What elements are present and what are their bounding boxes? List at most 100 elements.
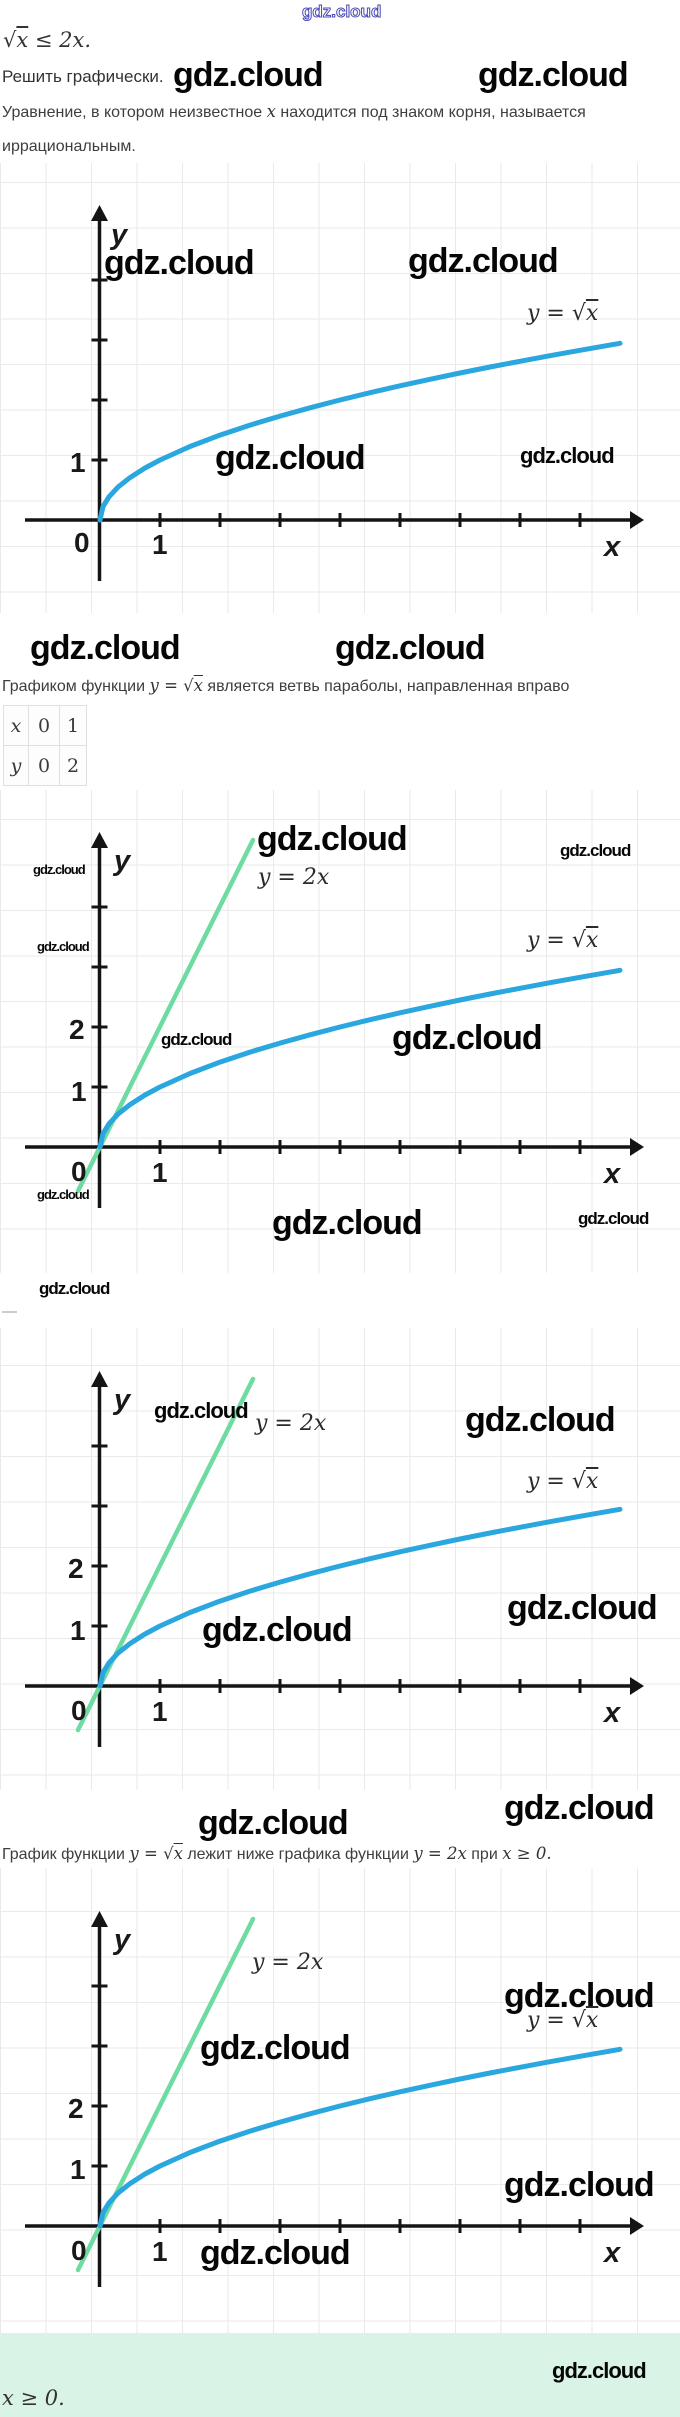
list-dash: — (2, 1303, 17, 1320)
label-arg: x (585, 301, 599, 326)
graph2-sqrt-curve-label: y = √x (527, 930, 598, 952)
graph4-xtick-1: 1 (152, 2236, 168, 2267)
math1-arg: x (173, 1844, 183, 1863)
table-row: y 0 2 (3, 745, 87, 786)
table-row: x 0 1 (3, 705, 87, 746)
formula-rest: ≤ 2x. (28, 28, 92, 52)
site-logo-watermark: gdz.cloud (301, 2, 382, 21)
graph3-xtick-1: 1 (152, 1696, 168, 1727)
watermark: gdz.cloud (552, 2358, 647, 2383)
label-pre: y = (527, 301, 572, 326)
definition-pre: Уравнение, в котором неизвестное (2, 104, 267, 121)
watermark: gdz.cloud (154, 1398, 249, 1423)
table-cell: 0 (28, 745, 60, 786)
watermark: gdz.cloud (392, 1019, 543, 1057)
graph2-x-axis-label: x (604, 1158, 621, 1190)
watermark: gdz.cloud (504, 1977, 655, 2015)
label-pre: y = (527, 1469, 572, 1494)
watermark: gdz.cloud (198, 1804, 349, 1842)
radical-sign: √ (571, 2008, 586, 2033)
graph1-x-axis-label: x (604, 531, 621, 563)
watermark: gdz.cloud (33, 862, 86, 877)
radical-sign: √ (571, 301, 586, 326)
graph3-origin-label: 0 (71, 1695, 87, 1726)
watermark: gdz.cloud (478, 56, 629, 94)
watermark: gdz.cloud (272, 1204, 423, 1242)
footer-strip (0, 2333, 680, 2417)
graph2 (23, 830, 646, 1210)
watermark: gdz.cloud (507, 1589, 658, 1627)
label-pre: y = (527, 928, 572, 953)
graph2-ytick-1: 1 (71, 1076, 87, 1107)
label-pre: y = (527, 2008, 572, 2033)
graph1 (23, 203, 646, 583)
watermark: gdz.cloud (504, 2166, 655, 2204)
inequality-formula: √x ≤ 2x. (3, 30, 91, 51)
math-pre: y = (149, 676, 184, 695)
text-pre: Графиком функции (2, 678, 150, 695)
table-cell: 1 (59, 705, 87, 746)
radical-sign: √ (571, 928, 586, 953)
definition-text-line1: Уравнение, в котором неизвестное x наход… (2, 102, 586, 123)
watermark: gdz.cloud (37, 939, 90, 954)
watermark: gdz.cloud (30, 629, 181, 667)
radical-sign: √ (571, 1469, 586, 1494)
watermark: gdz.cloud (520, 443, 615, 468)
watermark: gdz.cloud (504, 1789, 655, 1827)
math2: y = 2x (413, 1844, 467, 1863)
watermark: gdz.cloud (578, 1209, 649, 1228)
radical-sign: √ (163, 1844, 174, 1863)
graph1-y-axis-label: y (111, 219, 128, 251)
comparison-text: График функции y = √x лежит ниже графика… (2, 1844, 552, 1865)
graph3-sqrt-curve-label: y = √x (527, 1471, 598, 1493)
graph4-origin-label: 0 (71, 2235, 87, 2266)
table-cell: x (3, 705, 29, 746)
text-pre: График функции (2, 1846, 130, 1863)
watermark: gdz.cloud (257, 820, 408, 858)
graph3-ytick-2: 2 (68, 1553, 84, 1584)
label-arg: x (585, 928, 599, 953)
label-arg: x (585, 2008, 599, 2033)
graph4-sqrt-curve-label: y = √x (527, 2010, 598, 2032)
radical-sign: √ (3, 28, 17, 52)
parabola-branch-text: Графиком функции y = √x является ветвь п… (2, 676, 569, 697)
graph1-ytick-1: 1 (70, 447, 86, 478)
graph2-origin-label: 0 (71, 1156, 87, 1187)
definition-post: находится под знаком корня, называется (275, 104, 586, 121)
graph2-y-axis-label: y (114, 845, 131, 877)
watermark: gdz.cloud (104, 244, 255, 282)
graph4-x-axis-label: x (604, 2237, 621, 2269)
text-mid: лежит ниже графика функции (182, 1846, 414, 1863)
watermark: gdz.cloud (202, 1611, 353, 1649)
formula-radicand: x (16, 28, 29, 52)
graph3 (23, 1369, 646, 1749)
watermark: gdz.cloud (200, 2029, 351, 2067)
values-table: x 0 1 y 0 2 (3, 705, 87, 786)
watermark: gdz.cloud (161, 1030, 232, 1049)
table-cell: 2 (59, 745, 87, 786)
watermark: gdz.cloud (200, 2234, 351, 2272)
watermark: gdz.cloud (408, 242, 559, 280)
text-post: является ветвь параболы, направленная вп… (202, 678, 570, 695)
math-arg: x (193, 676, 203, 695)
watermark: gdz.cloud (173, 56, 324, 94)
graph2-ytick-2: 2 (69, 1014, 85, 1045)
graph3-line-label: y = 2x (255, 1411, 327, 1436)
graph1-origin-label: 0 (74, 527, 90, 558)
label-arg: x (585, 1469, 599, 1494)
constraint-text: x ≥ 0. (2, 2386, 65, 2410)
radical-sign: √ (183, 676, 194, 695)
watermark: gdz.cloud (215, 439, 366, 477)
graph3-grid (0, 1328, 680, 1790)
solve-graphically-text: Решить графически. (2, 67, 164, 86)
math1-pre: y = (129, 1844, 164, 1863)
graph1-grid (0, 163, 680, 613)
graph4-line-label: y = 2x (252, 1950, 324, 1975)
graph4-grid (0, 1868, 680, 2333)
graph4-ytick-1: 1 (70, 2154, 86, 2185)
graph2-line-label: y = 2x (258, 865, 330, 890)
graph3-ytick-1: 1 (70, 1615, 86, 1646)
graph2-grid (0, 790, 680, 1273)
definition-text-line2: иррациональным. (2, 138, 136, 155)
